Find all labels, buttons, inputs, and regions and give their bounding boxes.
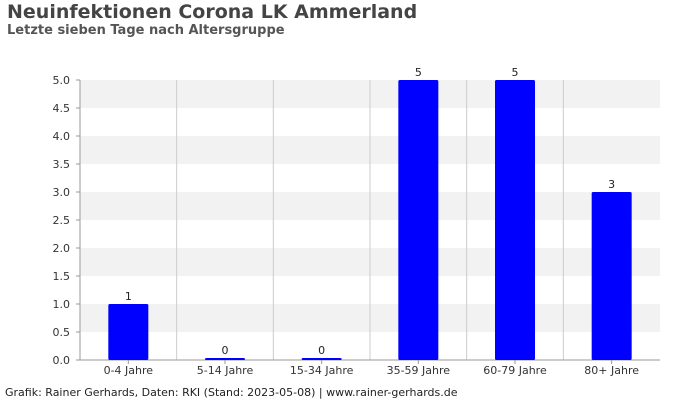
- bars: [108, 80, 632, 360]
- footer-credit: Grafik: Rainer Gerhards, Daten: RKI (Sta…: [5, 386, 458, 399]
- data-label: 0: [222, 344, 229, 357]
- y-tick-label: 0.5: [53, 326, 71, 339]
- y-tick-label: 1.0: [53, 298, 71, 311]
- data-label: 1: [125, 290, 132, 303]
- y-tick-label: 1.5: [53, 270, 71, 283]
- y-tick-label: 5.0: [53, 74, 71, 87]
- y-tick-label: 3.5: [53, 158, 71, 171]
- x-tick-label: 0-4 Jahre: [104, 364, 154, 377]
- y-tick-label: 4.5: [53, 102, 71, 115]
- x-tick-label: 15-34 Jahre: [290, 364, 354, 377]
- vertical-gridlines: [176, 80, 564, 360]
- x-tick-label: 60-79 Jahre: [483, 364, 547, 377]
- x-tick-label: 35-59 Jahre: [387, 364, 451, 377]
- bar: [301, 358, 342, 360]
- x-tick-label: 5-14 Jahre: [197, 364, 254, 377]
- bar: [495, 80, 535, 360]
- data-label: 5: [512, 66, 519, 79]
- chart-subtitle: Letzte sieben Tage nach Altersgruppe: [7, 23, 285, 38]
- bar: [205, 358, 245, 360]
- data-label: 3: [608, 178, 615, 191]
- data-label: 5: [415, 66, 422, 79]
- y-tick-label: 2.0: [53, 242, 71, 255]
- x-tick-label: 80+ Jahre: [584, 364, 639, 377]
- data-label: 0: [318, 344, 325, 357]
- y-tick-label: 2.5: [53, 214, 71, 227]
- y-tick-label: 0.0: [53, 354, 71, 367]
- y-tick-label: 4.0: [53, 130, 71, 143]
- x-axis-ticks: 0-4 Jahre 5-14 Jahre 15-34 Jahre 35-59 Jahr…: [104, 360, 639, 377]
- y-axis-ticks: 0.0 0.5 1.0 1.5 2.0 2.5 3.0 3.5 4.0 4.5 5.0: [53, 74, 80, 367]
- chart-title: Neuinfektionen Corona LK Ammerland: [7, 1, 418, 23]
- bar: [398, 80, 439, 360]
- bar: [591, 192, 632, 360]
- y-tick-label: 3.0: [53, 186, 71, 199]
- bar: [108, 304, 149, 360]
- data-labels: 1 0 0 5 5 3: [125, 66, 615, 357]
